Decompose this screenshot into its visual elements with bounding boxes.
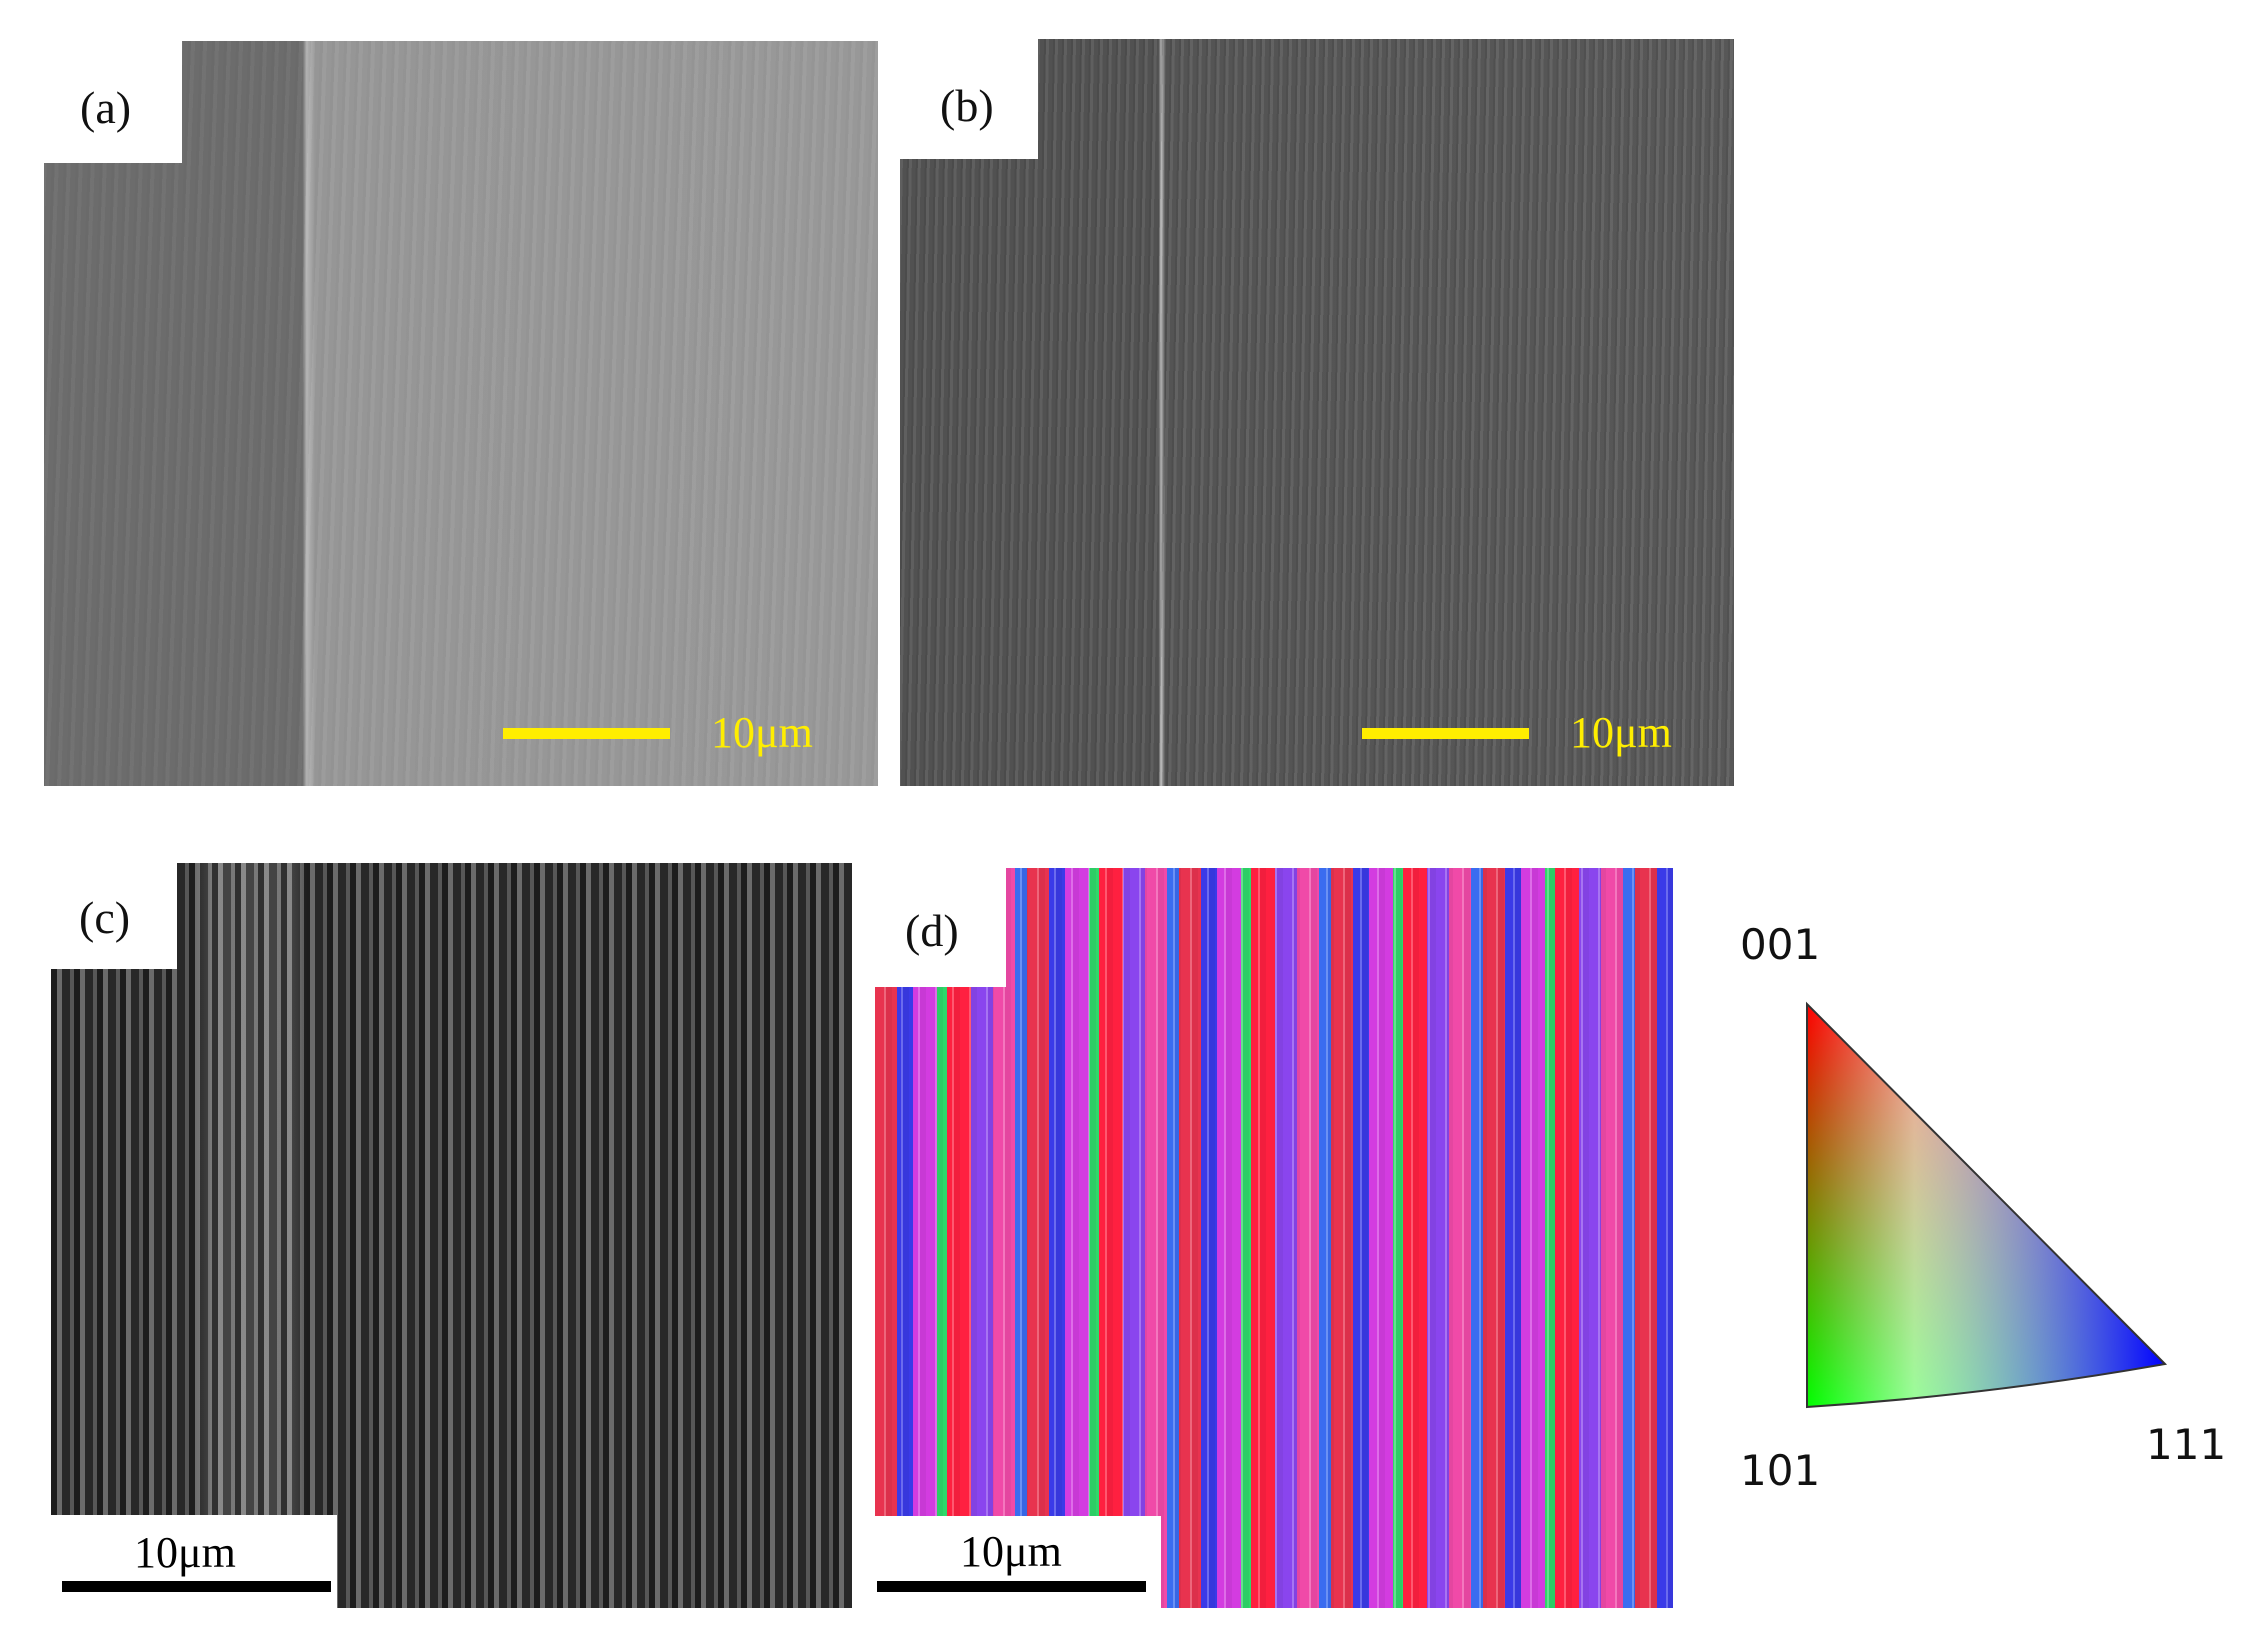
micrograph-a: (a) 10μm <box>44 41 878 786</box>
panel-label: (b) <box>940 80 994 131</box>
panel-label: (d) <box>905 905 959 956</box>
scale-bar-label: 10μm <box>711 708 813 757</box>
scale-bar <box>877 1581 1146 1592</box>
legend-label: 001 <box>1740 920 1821 969</box>
micrograph-c: (c) 10μm <box>51 863 852 1608</box>
scale-bar <box>503 728 670 739</box>
panel-label: (a) <box>80 82 132 133</box>
micrograph-b: (b) 10μm <box>900 39 1734 786</box>
label-box <box>900 39 1038 159</box>
label-box <box>875 868 1006 987</box>
scale-bar <box>62 1581 331 1592</box>
legend-label: 101 <box>1740 1446 1821 1495</box>
ipf-triangle-overlay <box>1806 1001 2168 1409</box>
legend-label: 111 <box>2146 1420 2227 1469</box>
label-box <box>51 863 177 969</box>
scale-bar <box>1362 728 1529 739</box>
scale-bar-label: 10μm <box>1570 708 1672 757</box>
scale-bar-label: 10μm <box>960 1527 1062 1576</box>
ebsd-map-d: (d) 10μm <box>875 868 1673 1608</box>
scale-box <box>875 1516 1161 1608</box>
scale-box <box>51 1515 337 1608</box>
scale-bar-label: 10μm <box>134 1528 236 1577</box>
label-box <box>44 41 182 163</box>
panel-label: (c) <box>79 892 131 943</box>
